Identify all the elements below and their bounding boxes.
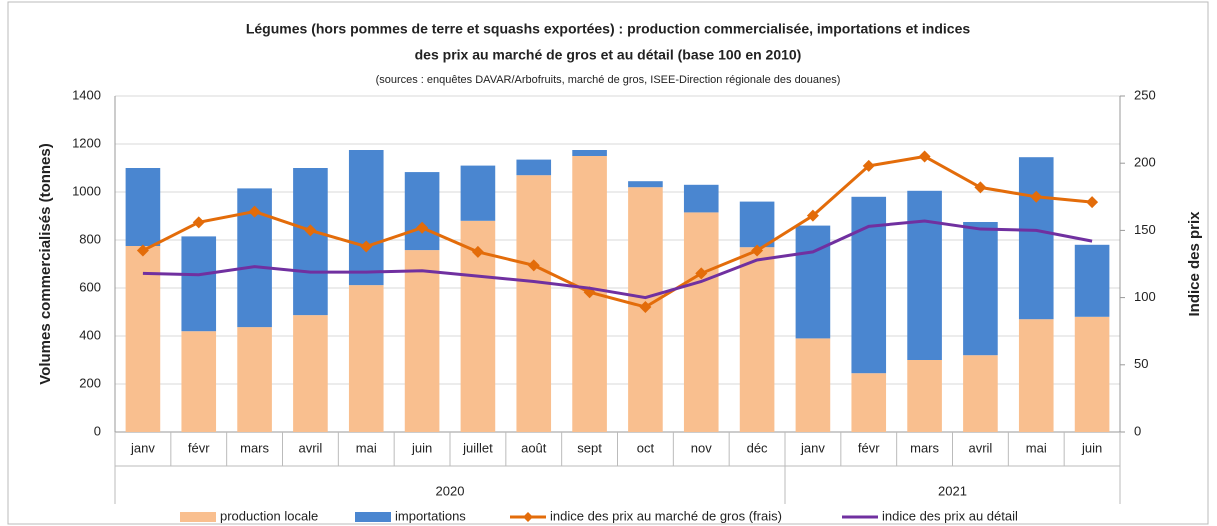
x-tick-label: févr bbox=[858, 440, 880, 455]
line-marker bbox=[974, 181, 987, 194]
bar bbox=[963, 222, 998, 356]
bar bbox=[683, 212, 719, 432]
y-tick-label: 1400 bbox=[72, 87, 101, 102]
bar bbox=[125, 168, 161, 246]
bar bbox=[125, 246, 161, 432]
line-marker bbox=[862, 159, 875, 172]
legend-label: indice des prix au marché de gros (frais… bbox=[550, 508, 782, 523]
bar bbox=[348, 150, 384, 286]
y2-axis-label: Indice des prix bbox=[1186, 211, 1203, 317]
line-series bbox=[142, 219, 1093, 300]
x-tick-label: oct bbox=[637, 440, 655, 455]
bar bbox=[851, 196, 887, 374]
bar bbox=[739, 247, 775, 432]
bar bbox=[739, 201, 775, 248]
chart-subtitle: (sources : enquêtes DAVAR/Arbofruits, ma… bbox=[376, 74, 841, 86]
y-tick-label: 800 bbox=[79, 231, 101, 246]
x-tick-label: nov bbox=[691, 440, 712, 455]
y2-tick-label: 50 bbox=[1134, 356, 1148, 371]
x-tick-label: avril bbox=[968, 440, 992, 455]
x-tick-label: déc bbox=[747, 440, 768, 455]
bar bbox=[237, 327, 272, 432]
legend-swatch bbox=[355, 512, 391, 522]
bar bbox=[293, 168, 328, 316]
y2-tick-label: 200 bbox=[1134, 155, 1156, 170]
line-marker bbox=[751, 244, 764, 257]
y-axis-label: Volumes commercialisés (tonnes) bbox=[37, 143, 54, 384]
group-label: 2021 bbox=[938, 483, 967, 498]
line-marker bbox=[1030, 190, 1043, 203]
bar bbox=[963, 355, 998, 432]
y-tick-label: 1200 bbox=[72, 135, 101, 150]
line-marker bbox=[639, 301, 652, 314]
bar bbox=[181, 236, 217, 332]
bar bbox=[1074, 316, 1110, 432]
group-label: 2020 bbox=[436, 483, 465, 498]
bar bbox=[404, 172, 440, 251]
x-tick-label: juin bbox=[411, 440, 432, 455]
bar bbox=[460, 165, 496, 221]
line-marker bbox=[248, 205, 261, 218]
legend-swatch bbox=[180, 512, 216, 522]
line-marker bbox=[192, 216, 205, 229]
line-marker bbox=[416, 221, 429, 234]
bar bbox=[1018, 319, 1054, 432]
bar bbox=[404, 250, 440, 432]
line-marker bbox=[360, 240, 373, 253]
legend-marker bbox=[523, 512, 533, 522]
x-tick-label: mars bbox=[240, 440, 269, 455]
y-tick-label: 200 bbox=[79, 375, 101, 390]
bar bbox=[572, 150, 607, 156]
x-tick-label: juin bbox=[1081, 440, 1102, 455]
bar bbox=[516, 159, 552, 176]
bar bbox=[1018, 157, 1054, 320]
bar bbox=[628, 181, 663, 188]
chart-title-line2: des prix au marché de gros et au détail … bbox=[415, 47, 802, 63]
x-tick-label: août bbox=[521, 440, 547, 455]
y-tick-label: 0 bbox=[94, 423, 101, 438]
bar bbox=[293, 315, 328, 432]
bar bbox=[1074, 244, 1110, 317]
line-marker bbox=[471, 245, 484, 258]
line-marker bbox=[527, 259, 540, 272]
x-tick-label: juillet bbox=[462, 440, 493, 455]
bar bbox=[907, 190, 942, 360]
x-tick-label: avril bbox=[298, 440, 322, 455]
line-marker bbox=[304, 224, 317, 237]
y-tick-label: 600 bbox=[79, 279, 101, 294]
x-tick-label: janv bbox=[130, 440, 155, 455]
legend-label: production locale bbox=[220, 508, 318, 523]
y2-tick-label: 150 bbox=[1134, 222, 1156, 237]
x-tick-label: mars bbox=[910, 440, 939, 455]
line-marker bbox=[1086, 196, 1099, 209]
x-tick-label: mai bbox=[356, 440, 377, 455]
bar bbox=[348, 285, 384, 432]
x-tick-label: févr bbox=[188, 440, 210, 455]
line-marker bbox=[918, 150, 931, 163]
bar bbox=[516, 175, 552, 432]
bar bbox=[795, 338, 831, 432]
line-marker bbox=[806, 209, 819, 222]
y2-tick-label: 100 bbox=[1134, 289, 1156, 304]
bar bbox=[181, 331, 217, 432]
bar bbox=[795, 225, 831, 339]
y2-tick-label: 0 bbox=[1134, 423, 1141, 438]
line-series bbox=[142, 154, 1093, 309]
chart-title: Légumes (hors pommes de terre et squashs… bbox=[246, 21, 971, 37]
legend-label: importations bbox=[395, 508, 466, 523]
line-marker bbox=[136, 244, 149, 257]
y-tick-label: 400 bbox=[79, 327, 101, 342]
x-tick-label: mai bbox=[1026, 440, 1047, 455]
x-tick-label: sept bbox=[577, 440, 602, 455]
line-marker bbox=[695, 267, 708, 280]
legend-label: indice des prix au détail bbox=[882, 508, 1018, 523]
y-tick-label: 1000 bbox=[72, 183, 101, 198]
bar bbox=[907, 360, 942, 432]
bar bbox=[683, 184, 719, 213]
y2-tick-label: 250 bbox=[1134, 87, 1156, 102]
x-tick-label: janv bbox=[800, 440, 825, 455]
bar bbox=[851, 373, 887, 432]
